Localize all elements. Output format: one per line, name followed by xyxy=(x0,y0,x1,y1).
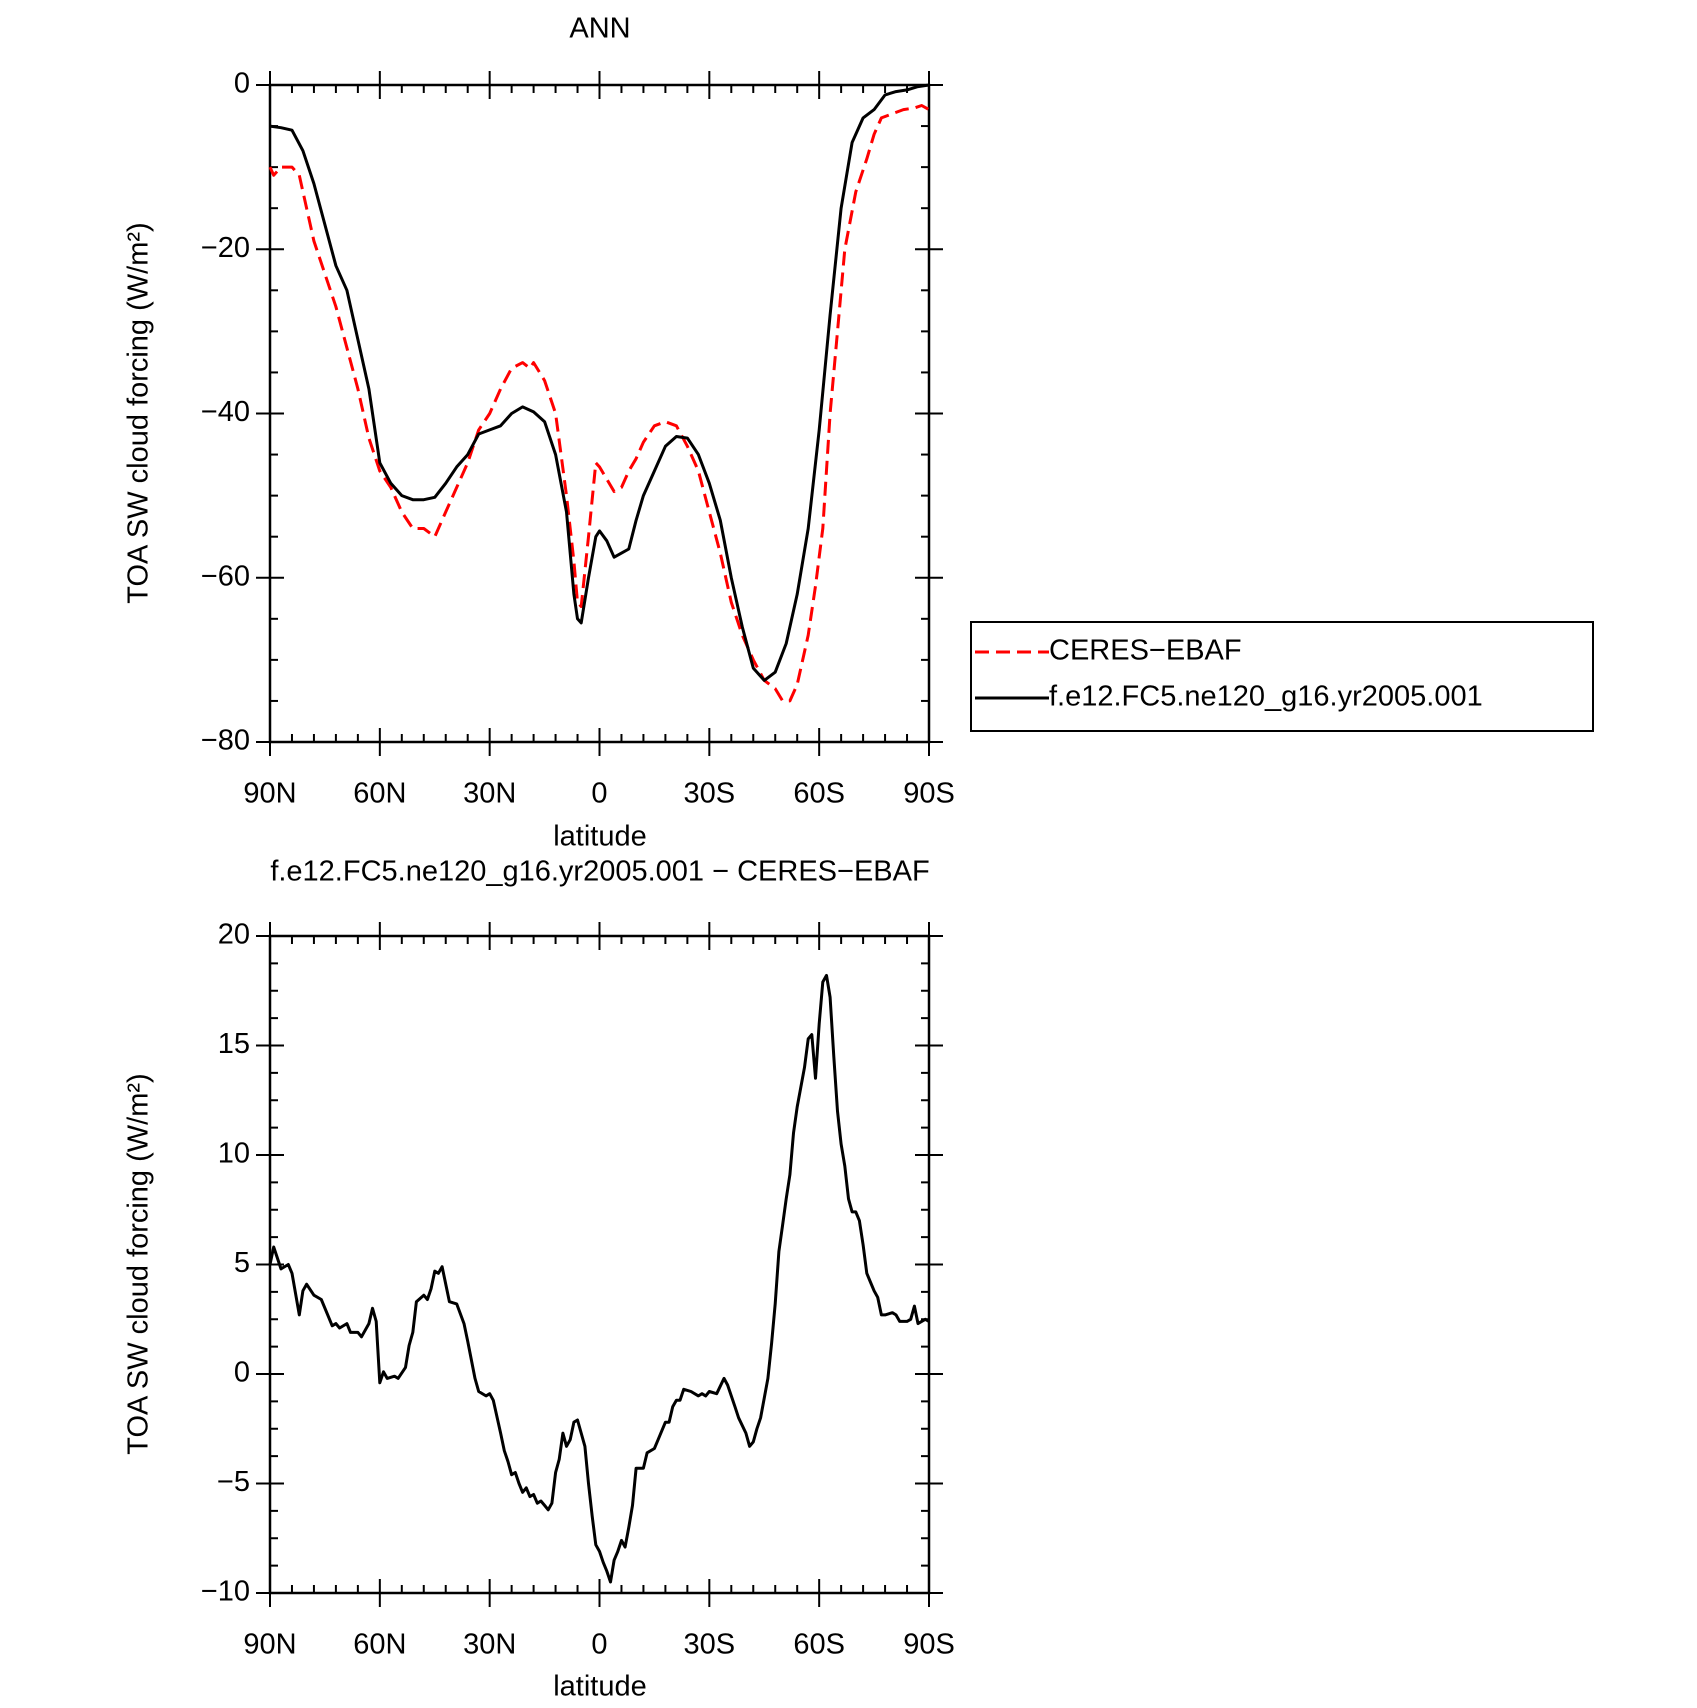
x-tick-label: 90S xyxy=(903,778,955,810)
x-tick-label: 90N xyxy=(243,1629,296,1661)
x-tick-label: 0 xyxy=(591,778,607,810)
x-tick-label: 90N xyxy=(243,778,296,810)
y-axis-label: TOA SW cloud forcing (W/m²) xyxy=(123,222,155,603)
y-tick-label: −80 xyxy=(201,725,250,757)
legend-label: CERES−EBAF xyxy=(1049,635,1242,667)
y-tick-label: −5 xyxy=(217,1466,250,1498)
y-tick-label: 5 xyxy=(234,1247,250,1279)
plot-frame xyxy=(268,934,931,1595)
x-tick-label: 90S xyxy=(903,1629,955,1661)
x-tick-label: 60N xyxy=(353,778,406,810)
y-axis-label: TOA SW cloud forcing (W/m²) xyxy=(123,1073,155,1454)
y-tick-label: −20 xyxy=(201,232,250,264)
y-tick-label: −40 xyxy=(201,396,250,428)
x-tick-label: 30S xyxy=(684,778,736,810)
data-line xyxy=(268,104,930,703)
x-tick-label: 60N xyxy=(353,1629,406,1661)
x-tick-label: 30S xyxy=(684,1629,736,1661)
chart-title: ANN xyxy=(569,13,630,45)
y-tick-label: 0 xyxy=(234,1357,250,1389)
chart-title: f.e12.FC5.ne120_g16.yr2005.001 − CERES−E… xyxy=(270,856,929,888)
y-tick-label: 20 xyxy=(218,919,250,951)
legend-label: f.e12.FC5.ne120_g16.yr2005.001 xyxy=(1049,681,1483,713)
y-tick-label: 15 xyxy=(218,1028,250,1060)
x-tick-label: 30N xyxy=(463,778,516,810)
y-tick-label: 10 xyxy=(218,1138,250,1170)
x-axis-label: latitude xyxy=(553,1671,647,1703)
legend-box xyxy=(970,621,1594,732)
x-tick-label: 30N xyxy=(463,1629,516,1661)
x-tick-label: 60S xyxy=(793,778,845,810)
y-tick-label: 0 xyxy=(234,68,250,100)
x-tick-label: 60S xyxy=(793,1629,845,1661)
x-axis-label: latitude xyxy=(553,821,647,853)
plot-frame xyxy=(268,83,931,744)
data-line xyxy=(268,973,930,1584)
x-tick-label: 0 xyxy=(591,1629,607,1661)
y-tick-label: −60 xyxy=(201,560,250,592)
y-tick-label: −10 xyxy=(201,1576,250,1608)
data-line xyxy=(269,83,930,682)
